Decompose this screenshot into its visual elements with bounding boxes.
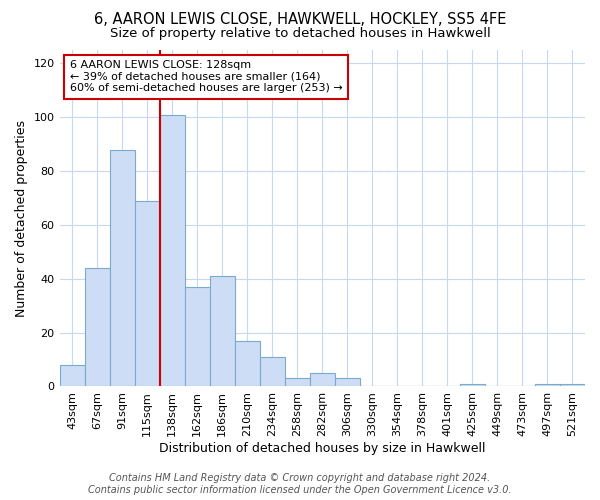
Bar: [209, 276, 235, 386]
Bar: [335, 378, 360, 386]
Bar: [535, 384, 560, 386]
Bar: [59, 365, 85, 386]
Bar: [185, 287, 209, 386]
Text: 6, AARON LEWIS CLOSE, HAWKWELL, HOCKLEY, SS5 4FE: 6, AARON LEWIS CLOSE, HAWKWELL, HOCKLEY,…: [94, 12, 506, 28]
Bar: [285, 378, 310, 386]
Bar: [235, 340, 260, 386]
Bar: [310, 373, 335, 386]
Bar: [560, 384, 585, 386]
Bar: [160, 114, 185, 386]
Text: Contains HM Land Registry data © Crown copyright and database right 2024.
Contai: Contains HM Land Registry data © Crown c…: [88, 474, 512, 495]
Text: Size of property relative to detached houses in Hawkwell: Size of property relative to detached ho…: [110, 28, 490, 40]
Bar: [85, 268, 110, 386]
Bar: [110, 150, 134, 386]
Text: 6 AARON LEWIS CLOSE: 128sqm
← 39% of detached houses are smaller (164)
60% of se: 6 AARON LEWIS CLOSE: 128sqm ← 39% of det…: [70, 60, 343, 94]
Bar: [134, 200, 160, 386]
Bar: [460, 384, 485, 386]
Y-axis label: Number of detached properties: Number of detached properties: [15, 120, 28, 316]
X-axis label: Distribution of detached houses by size in Hawkwell: Distribution of detached houses by size …: [159, 442, 485, 455]
Bar: [260, 357, 285, 386]
